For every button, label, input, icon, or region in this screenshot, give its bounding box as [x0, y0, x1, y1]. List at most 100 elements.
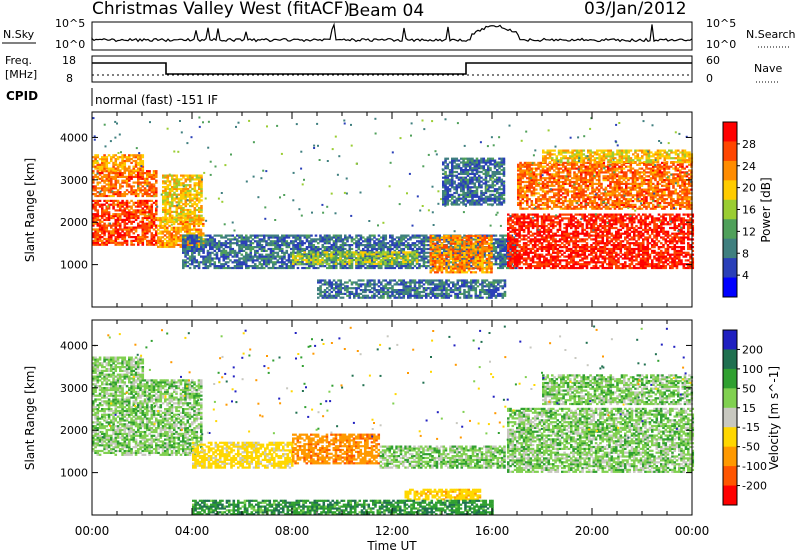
heatmap-cell	[92, 205, 95, 208]
heatmap-cell	[442, 199, 445, 202]
heatmap-cell	[310, 265, 313, 268]
heatmap-cell	[146, 175, 149, 179]
heatmap-cell	[395, 265, 399, 268]
heatmap-cell	[438, 261, 442, 264]
heatmap-cell	[452, 257, 455, 261]
heatmap-cell	[334, 258, 338, 262]
heatmap-cell	[197, 241, 201, 245]
heatmap-cell	[249, 255, 253, 258]
heatmap-cell	[278, 236, 282, 239]
heatmap-cell	[107, 207, 111, 210]
heatmap-cell	[446, 180, 450, 183]
heatmap-cell	[353, 294, 356, 297]
heatmap-cell	[146, 224, 149, 227]
heatmap-cell	[480, 199, 483, 202]
heatmap-cell	[186, 178, 190, 181]
heatmap-cell	[438, 255, 442, 259]
heatmap-cell	[227, 253, 230, 256]
heatmap-cell	[362, 279, 365, 282]
heatmap-cell	[105, 183, 109, 186]
heatmap-cell	[146, 241, 149, 244]
heatmap-cell	[137, 201, 140, 204]
heatmap-cell	[497, 255, 500, 258]
heatmap-cell	[501, 247, 505, 251]
heatmap-cell	[107, 185, 111, 188]
heatmap-cell	[175, 189, 179, 193]
heatmap-cell	[475, 176, 479, 179]
heatmap-cell	[260, 240, 264, 243]
heatmap-cell	[198, 216, 201, 219]
heatmap-cell	[251, 265, 255, 268]
heatmap-cell	[197, 251, 201, 254]
heatmap-cell	[168, 243, 171, 247]
heatmap-cell	[200, 247, 203, 251]
heatmap-cell	[449, 250, 453, 253]
heatmap-cell	[182, 251, 185, 254]
heatmap-cell	[328, 281, 331, 284]
heatmap-cell	[366, 283, 370, 286]
heatmap-cell	[467, 234, 471, 238]
heatmap-cell	[200, 180, 203, 183]
heatmap-cell	[473, 159, 477, 162]
heatmap-cell	[493, 199, 497, 202]
heatmap-cell	[366, 281, 370, 284]
heatmap-cell	[164, 208, 167, 212]
heatmap-cell	[310, 234, 313, 237]
heatmap-cell	[296, 247, 300, 251]
heatmap-cell	[114, 218, 118, 222]
heatmap-cell	[483, 271, 487, 274]
heatmap-cell	[157, 238, 160, 241]
heatmap-cell	[260, 246, 264, 249]
heatmap-cell	[224, 242, 228, 245]
heatmap-cell	[177, 214, 181, 217]
heatmap-cell	[499, 246, 502, 249]
heatmap-cell	[458, 238, 462, 242]
heatmap-cell	[285, 251, 289, 254]
heatmap-cell	[397, 262, 401, 265]
heatmap-cell	[488, 238, 491, 242]
heatmap-cell	[137, 193, 140, 196]
heatmap-cell	[166, 228, 169, 231]
heatmap-cell	[341, 244, 345, 247]
heatmap-cell	[330, 285, 334, 288]
heatmap-cell	[303, 251, 306, 254]
heatmap-cell	[211, 244, 214, 247]
heatmap-cell	[245, 246, 248, 249]
heatmap-cell	[330, 257, 333, 260]
heatmap-cell	[400, 234, 403, 237]
heatmap-cell	[366, 247, 370, 251]
heatmap-cell	[134, 165, 138, 168]
heatmap-cell	[310, 261, 313, 264]
heatmap-cell	[175, 178, 179, 181]
heatmap-cell	[281, 257, 284, 260]
heatmap-cell	[384, 238, 388, 241]
heatmap-cell	[328, 285, 331, 288]
heatmap-cell	[355, 249, 358, 253]
heatmap-cell	[285, 266, 289, 270]
heatmap-cell	[125, 158, 129, 161]
heatmap-cell	[198, 178, 201, 181]
heatmap-cell	[335, 266, 338, 270]
heatmap-cell	[488, 261, 491, 264]
heatmap-cell	[377, 255, 381, 258]
heatmap-cell	[229, 253, 232, 256]
heatmap-cell	[471, 201, 474, 204]
heatmap-cell	[429, 234, 433, 238]
heatmap-cell	[368, 234, 372, 237]
heatmap-cell	[373, 236, 376, 239]
heatmap-cell	[112, 156, 115, 159]
heatmap-cell	[98, 194, 102, 198]
heatmap-cell	[125, 222, 129, 225]
heatmap-cell	[200, 199, 203, 202]
heatmap-cell	[281, 265, 284, 268]
heatmap-cell	[184, 226, 187, 229]
heatmap-cell	[312, 253, 315, 256]
heatmap-cell	[150, 232, 154, 235]
heatmap-cell	[218, 266, 221, 270]
heatmap-cell	[411, 249, 415, 253]
heatmap-cell	[348, 249, 352, 253]
heatmap-cell	[123, 193, 127, 196]
heatmap-cell	[163, 241, 167, 245]
heatmap-cell	[402, 244, 406, 247]
heatmap-cell	[386, 266, 390, 270]
